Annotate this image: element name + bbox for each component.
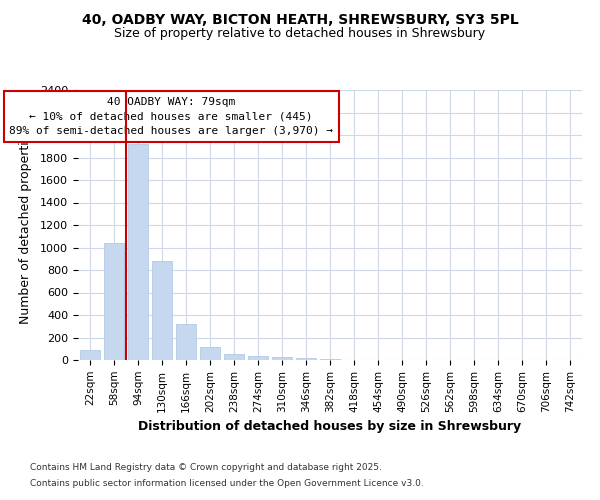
Bar [296,358,316,360]
Bar [248,356,268,360]
Text: Contains HM Land Registry data © Crown copyright and database right 2025.: Contains HM Land Registry data © Crown c… [30,464,382,472]
X-axis label: Distribution of detached houses by size in Shrewsbury: Distribution of detached houses by size … [139,420,521,433]
Bar [176,324,196,360]
Bar [200,346,220,360]
Bar [152,261,172,360]
Bar [128,144,148,360]
Bar [272,357,292,360]
Text: 40 OADBY WAY: 79sqm
← 10% of detached houses are smaller (445)
89% of semi-detac: 40 OADBY WAY: 79sqm ← 10% of detached ho… [9,97,333,136]
Text: 40, OADBY WAY, BICTON HEATH, SHREWSBURY, SY3 5PL: 40, OADBY WAY, BICTON HEATH, SHREWSBURY,… [82,12,518,26]
Text: Contains public sector information licensed under the Open Government Licence v3: Contains public sector information licen… [30,478,424,488]
Bar [80,350,100,360]
Bar [104,243,124,360]
Text: Size of property relative to detached houses in Shrewsbury: Size of property relative to detached ho… [115,28,485,40]
Bar [224,354,244,360]
Y-axis label: Number of detached properties: Number of detached properties [19,126,32,324]
